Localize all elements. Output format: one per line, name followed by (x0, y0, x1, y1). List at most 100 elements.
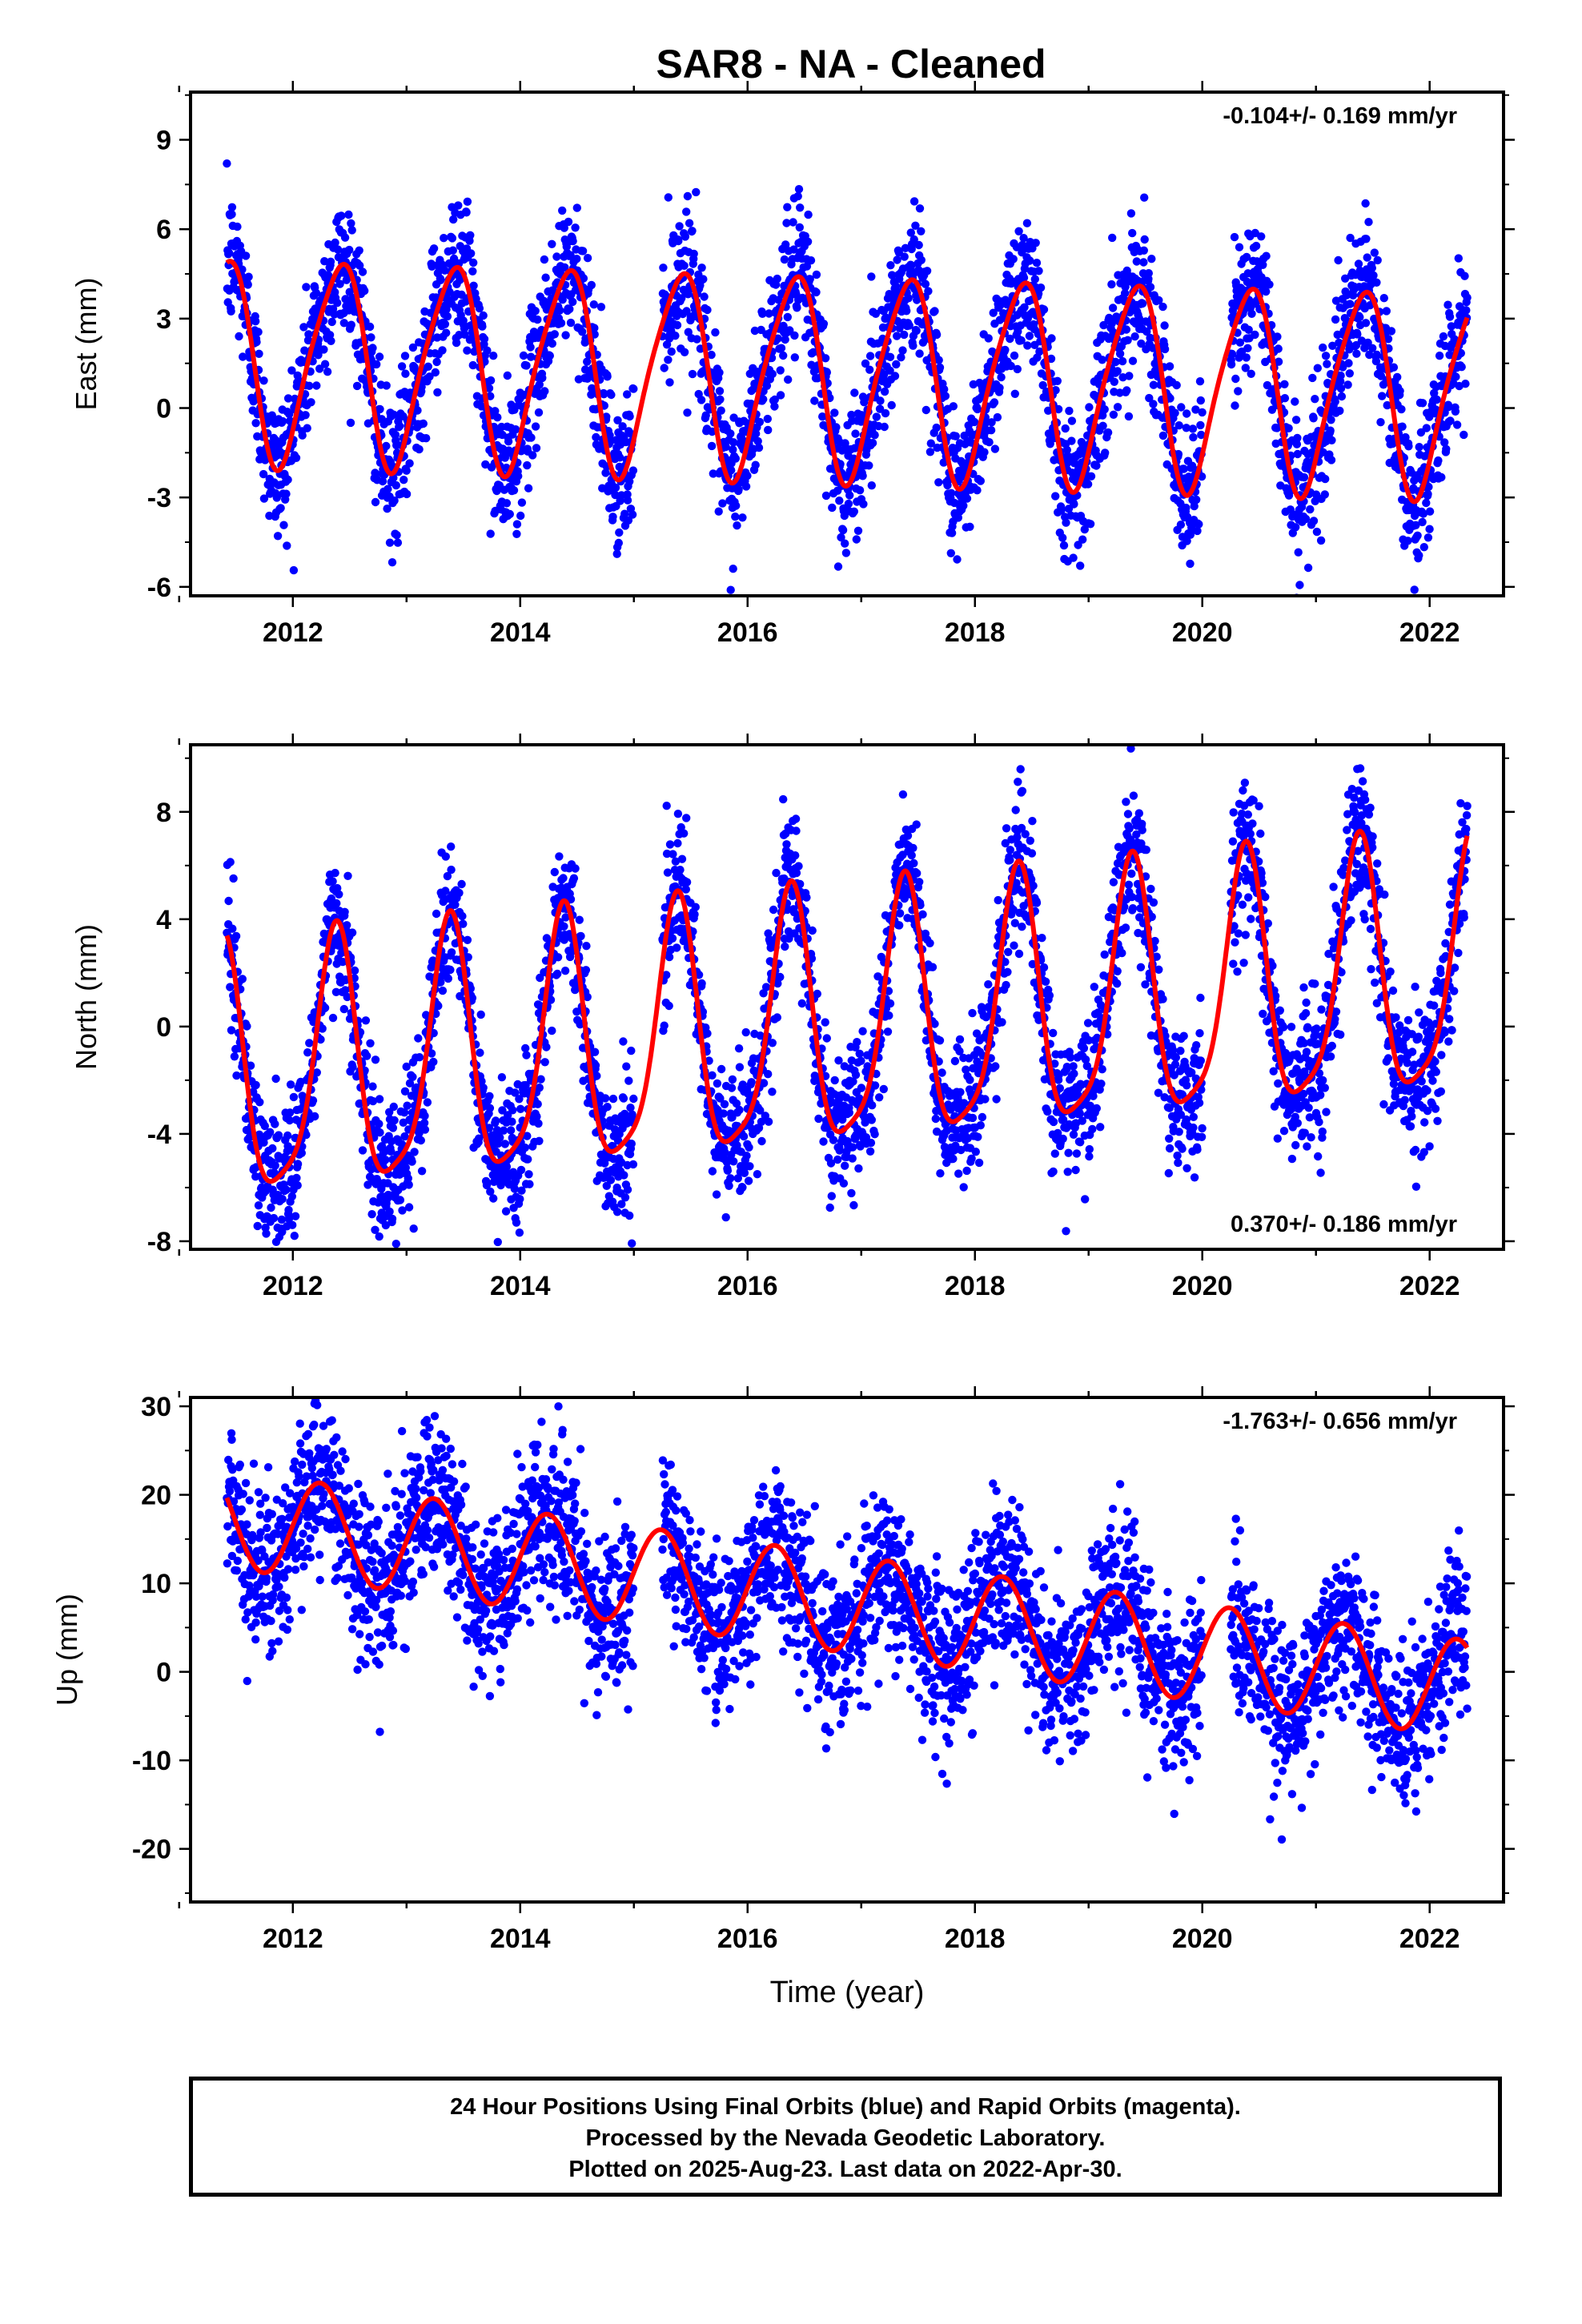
observation-point (995, 384, 1004, 392)
observation-point (541, 273, 550, 282)
observation-point (713, 1079, 722, 1088)
observation-point (751, 460, 760, 469)
observation-point (382, 441, 391, 451)
observation-point (375, 1128, 384, 1137)
observation-point (1463, 293, 1472, 302)
observation-point (1128, 356, 1138, 365)
observation-point (528, 451, 537, 460)
observation-point (341, 295, 350, 304)
observation-point (773, 274, 781, 283)
observation-point (438, 346, 447, 355)
observation-point (898, 346, 907, 355)
observation-point (671, 332, 680, 340)
observation-point (589, 300, 598, 309)
observation-point (1139, 258, 1148, 267)
observation-point (709, 469, 717, 478)
observation-point (468, 267, 477, 275)
observation-point (1432, 395, 1441, 404)
observation-point (464, 953, 472, 962)
observation-point (985, 438, 994, 447)
observation-point (1086, 472, 1096, 480)
observation-point (1014, 227, 1023, 235)
observation-point (385, 1207, 394, 1216)
observation-point (1335, 406, 1344, 416)
observation-point (1158, 302, 1167, 312)
observation-point (454, 201, 463, 210)
observation-point (1422, 498, 1431, 508)
observation-point (485, 1104, 495, 1113)
observation-point (467, 249, 476, 258)
observation-point (390, 1116, 399, 1125)
observation-point (486, 529, 495, 538)
observation-point (608, 513, 617, 521)
observation-point (505, 509, 514, 519)
observation-point (997, 372, 1006, 382)
observation-point (1369, 271, 1378, 280)
observation-point (531, 307, 540, 316)
observation-point (623, 390, 632, 399)
observation-point (501, 1207, 511, 1216)
observation-point (1425, 525, 1434, 533)
observation-point (293, 1181, 302, 1190)
observation-point (489, 352, 498, 360)
observation-point (285, 409, 294, 419)
observation-point (1196, 420, 1205, 430)
observation-point (752, 429, 761, 438)
observation-point (542, 1043, 551, 1051)
observation-point (1120, 289, 1130, 298)
observation-point (1124, 412, 1134, 421)
observation-point (489, 1194, 498, 1203)
observation-point (703, 305, 712, 315)
observation-point (259, 494, 269, 503)
observation-point (627, 1140, 636, 1148)
observation-point (664, 356, 673, 364)
observation-point (1138, 299, 1147, 308)
observation-point (566, 318, 576, 328)
observation-point (1197, 430, 1206, 440)
observation-point (1191, 405, 1200, 414)
observation-point (699, 275, 708, 283)
observation-point (984, 334, 993, 343)
observation-point (388, 1124, 398, 1132)
observation-point (1265, 280, 1274, 289)
observation-point (227, 1026, 236, 1035)
observation-point (558, 296, 567, 304)
observation-point (914, 240, 923, 250)
observation-point (367, 1210, 376, 1219)
observation-point (254, 1201, 263, 1210)
observation-point (755, 417, 765, 427)
observation-point (1145, 393, 1154, 403)
observation-point (1158, 431, 1168, 440)
observation-point (508, 1117, 516, 1126)
observation-point (1046, 354, 1056, 364)
observation-point (603, 372, 612, 381)
observation-point (355, 261, 364, 270)
observation-point (1026, 256, 1034, 265)
observation-point (1242, 252, 1251, 262)
observation-point (227, 210, 236, 219)
observation-point (940, 384, 949, 394)
observation-point (1062, 445, 1072, 455)
observation-point (941, 392, 950, 400)
observation-point (727, 1084, 737, 1092)
observation-point (1299, 472, 1309, 482)
x-tick-label: 2012 (263, 617, 323, 648)
observation-point (1410, 585, 1419, 594)
observation-point (226, 858, 235, 866)
observation-point (625, 477, 634, 486)
observation-point (286, 1080, 295, 1089)
observation-point (619, 1094, 628, 1103)
observation-point (301, 411, 310, 420)
observation-point (790, 331, 799, 340)
observation-point (516, 1195, 524, 1204)
observation-point (352, 381, 362, 391)
observation-point (763, 414, 772, 424)
observation-point (871, 309, 881, 318)
observation-point (533, 1100, 542, 1108)
observation-point (728, 1075, 737, 1084)
observation-point (865, 365, 874, 374)
observation-point (1293, 433, 1302, 443)
observation-point (1454, 254, 1464, 263)
observation-point (770, 402, 779, 411)
